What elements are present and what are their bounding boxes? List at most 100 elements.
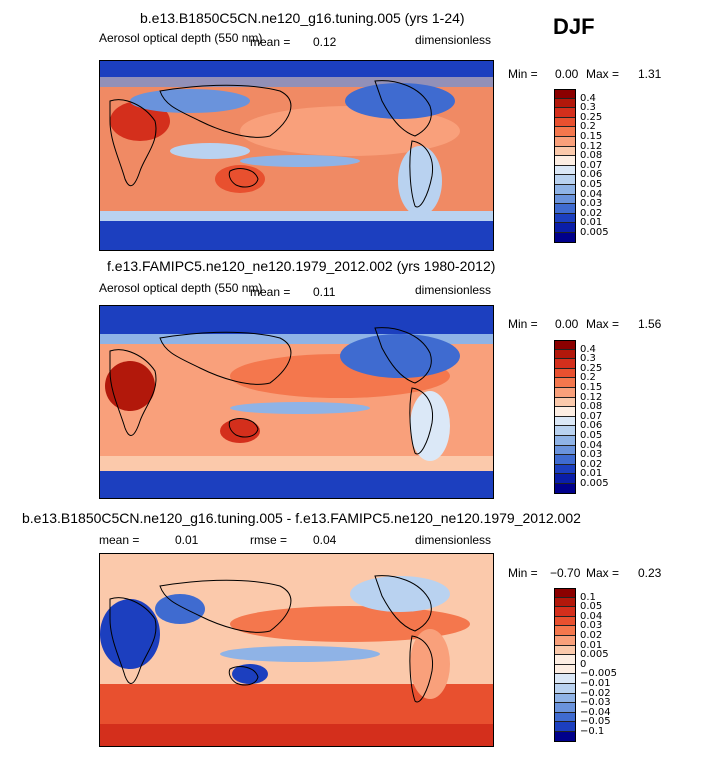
panel-3-title: b.e13.B1850C5CN.ne120_g16.tuning.005 - f… (22, 510, 581, 526)
panel-2-variable: Aerosol optical depth (550 nm) (99, 281, 263, 295)
colorbar-tick-label: 0.02 (580, 207, 603, 219)
panel-2-title: f.e13.FAMIPC5.ne120_ne120.1979_2012.002 … (107, 258, 496, 274)
colorbar-swatch (554, 194, 576, 205)
colorbar-swatch (554, 664, 576, 675)
panel-2-min-value: 0.00 (555, 317, 579, 331)
colorbar-tick-label: 0.07 (580, 159, 603, 171)
colorbar-swatch (554, 407, 576, 417)
colorbar-tick-label: −0.02 (580, 687, 611, 699)
colorbar-swatch (554, 368, 576, 379)
colorbar-swatch (554, 712, 576, 723)
panel-3-units: dimensionless (415, 533, 492, 547)
colorbar-tick-label: 0.005 (580, 227, 609, 238)
colorbar-tick-label: 0.05 (580, 179, 603, 190)
colorbar-swatch (554, 607, 576, 617)
colorbar-tick-label: 0.03 (580, 620, 603, 632)
colorbar-tick-label: 0.005 (580, 649, 609, 661)
colorbar-tick-label: −0.03 (580, 697, 611, 709)
colorbar-swatch (554, 722, 576, 732)
colorbar-frame (554, 89, 576, 243)
colorbar-tick-label: 0.1 (580, 591, 596, 603)
colorbar-tick-label: 0.4 (580, 92, 596, 104)
colorbar-tick-label: 0.05 (580, 430, 603, 441)
panel-3-mean-label: mean = (99, 533, 140, 547)
colorbar-tick-label: 0.04 (580, 188, 603, 200)
colorbar-tick-label: 0.08 (580, 401, 603, 413)
panel-2-min-label: Min = (508, 317, 538, 331)
panel-2-max-label: Max = (586, 317, 620, 331)
colorbar-tick-label: 0.02 (580, 458, 603, 470)
colorbar-tick-label: 0.2 (580, 372, 596, 384)
colorbar-tick-label: 0.07 (580, 410, 603, 422)
colorbar-swatch (554, 89, 576, 99)
panel-1-map (99, 60, 494, 251)
colorbar-swatch (554, 165, 576, 176)
colorbar-swatch (554, 378, 576, 388)
colorbar-swatch (554, 388, 576, 398)
colorbar-tick-label: −0.01 (580, 678, 611, 689)
colorbar-swatch (554, 127, 576, 137)
colorbar-tick-label: 0.05 (580, 601, 603, 613)
colorbar-swatch (554, 626, 576, 636)
colorbar-swatch (554, 474, 576, 484)
coastlines (109, 327, 434, 455)
panel-1-max-label: Max = (586, 67, 620, 81)
colorbar-swatch (554, 98, 576, 109)
colorbar-tick-label: 0.01 (580, 217, 603, 229)
colorbar-swatch (554, 436, 576, 446)
colorbar-swatch (554, 684, 576, 694)
colorbar-tick-label: 0.2 (580, 121, 596, 133)
colorbar-swatch (554, 137, 576, 147)
colorbar-tick-label: 0.25 (580, 362, 603, 374)
panel-3-min-label: Min = (508, 566, 538, 580)
colorbar-frame (554, 588, 576, 742)
colorbar-tick-label: 0.03 (580, 449, 603, 461)
panel-1-units: dimensionless (415, 33, 492, 47)
colorbar-swatch (554, 146, 576, 157)
panel-3-rmse-label: rmse = (250, 533, 288, 547)
colorbar-swatch (554, 223, 576, 233)
panel-2-max-value: 1.56 (638, 317, 662, 331)
colorbar-swatch (554, 636, 576, 646)
panel-1-max-value: 1.31 (638, 67, 662, 81)
colorbar-tick-label: 0.3 (580, 353, 596, 365)
colorbar-swatch (554, 588, 576, 598)
colorbar-tick-label: 0.01 (580, 639, 603, 651)
colorbar-tick-label: 0.12 (580, 140, 603, 152)
panel-1-min-value: 0.00 (555, 67, 579, 81)
panel-1-min-label: Min = (508, 67, 538, 81)
panel-1-mean-value: 0.12 (313, 35, 337, 49)
colorbar-swatch (554, 645, 576, 656)
colorbar-tick-label: 0.005 (580, 478, 609, 489)
colorbar-tick-label: 0.03 (580, 198, 603, 210)
colorbar-tick-label: 0.06 (580, 169, 603, 181)
colorbar-tick-label: 0.04 (580, 610, 603, 622)
colorbar-swatch (554, 426, 576, 436)
panel-1-variable: Aerosol optical depth (550 nm) (99, 31, 263, 45)
colorbar-tick-label: 0.06 (580, 420, 603, 432)
colorbar-tick-label: 0.04 (580, 439, 603, 451)
panel-1-mean-label: mean = (250, 35, 291, 49)
panel-2-mean-value: 0.11 (313, 285, 336, 299)
colorbar-swatch (554, 108, 576, 118)
colorbar-tick-label: 0.15 (580, 382, 603, 393)
colorbar-swatch (554, 693, 576, 704)
coastlines (109, 80, 434, 208)
colorbar-tick-label: 0.12 (580, 391, 603, 403)
panel-2-mean-label: mean = (250, 285, 291, 299)
colorbar-swatch (554, 597, 576, 608)
colorbar-swatch (554, 213, 576, 224)
colorbar-swatch (554, 349, 576, 360)
panel-3-map (99, 553, 494, 747)
colorbar-swatch (554, 445, 576, 456)
panel-3-min-value: −0.70 (550, 566, 581, 580)
colorbar-tick-label: −0.005 (580, 668, 618, 680)
panel-3-max-value: 0.23 (638, 566, 662, 580)
colorbar-swatch (554, 416, 576, 427)
colorbar-tick-label: 0.15 (580, 131, 603, 142)
colorbar-swatch (554, 655, 576, 665)
colorbar-tick-label: −0.1 (580, 726, 605, 737)
colorbar-tick-label: 0.3 (580, 102, 596, 114)
colorbar-swatch (554, 455, 576, 465)
colorbar-swatch (554, 185, 576, 195)
